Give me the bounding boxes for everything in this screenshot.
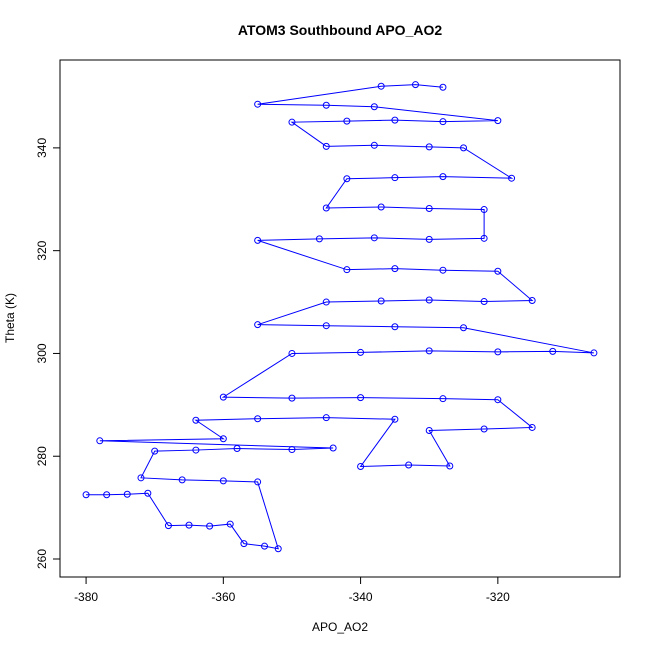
data-point [391, 116, 399, 124]
data-point [446, 462, 454, 470]
data-point [377, 82, 385, 90]
data-point [322, 204, 330, 212]
data-point [151, 447, 159, 455]
x-tick-label: -320 [486, 590, 510, 604]
y-tick-label: 260 [35, 549, 49, 569]
data-point [322, 142, 330, 150]
data-point [288, 118, 296, 126]
data-point [329, 444, 337, 452]
data-point [439, 395, 447, 403]
data-point [528, 423, 536, 431]
data-point [233, 445, 241, 453]
data-point [405, 461, 413, 469]
data-point [494, 348, 502, 356]
x-tick-label: -380 [74, 590, 98, 604]
data-point [219, 435, 227, 443]
data-point [411, 81, 419, 89]
data-line [86, 84, 595, 550]
x-tick-label: -360 [211, 590, 235, 604]
data-point [391, 415, 399, 423]
data-point [192, 446, 200, 454]
data-point [254, 415, 262, 423]
data-point [370, 103, 378, 111]
data-point [439, 173, 447, 181]
data-point [343, 117, 351, 125]
data-point [254, 321, 262, 329]
data-point [343, 266, 351, 274]
data-point [261, 542, 269, 550]
data-point [460, 144, 468, 152]
data-point [254, 100, 262, 108]
data-point [439, 118, 447, 126]
data-point [494, 396, 502, 404]
data-point [288, 349, 296, 357]
x-tick-label: -340 [349, 590, 373, 604]
data-point [370, 141, 378, 149]
data-point [494, 267, 502, 275]
data-point [322, 298, 330, 306]
data-point [206, 522, 214, 530]
y-tick-label: 340 [35, 138, 49, 158]
data-point [226, 520, 234, 528]
data-point [103, 491, 111, 499]
data-point [377, 203, 385, 211]
y-tick-label: 320 [35, 240, 49, 260]
data-point [508, 174, 516, 182]
data-point [549, 347, 557, 355]
data-point [480, 425, 488, 433]
data-point [391, 174, 399, 182]
data-point [480, 234, 488, 242]
data-point [391, 265, 399, 273]
data-point [137, 474, 145, 482]
data-point [528, 297, 536, 305]
data-point [274, 545, 282, 553]
x-axis-label: APO_AO2 [312, 620, 368, 634]
data-point [494, 117, 502, 125]
y-axis-label: Theta (K) [3, 293, 17, 343]
data-point [123, 490, 131, 498]
data-point [185, 521, 193, 529]
data-point [82, 491, 90, 499]
data-point [370, 234, 378, 242]
data-point [425, 205, 433, 213]
data-point [96, 437, 104, 445]
data-point [288, 446, 296, 454]
data-point [192, 416, 200, 424]
data-point [164, 522, 172, 530]
data-point [391, 323, 399, 331]
data-point [425, 235, 433, 243]
chart-title: ATOM3 Southbound APO_AO2 [238, 22, 443, 38]
data-point [254, 478, 262, 486]
data-point [240, 540, 248, 548]
y-tick-label: 280 [35, 446, 49, 466]
data-point [178, 476, 186, 484]
data-point [322, 322, 330, 330]
data-point [480, 206, 488, 214]
plot-frame [59, 59, 621, 578]
data-point [315, 235, 323, 243]
data-point [480, 298, 488, 306]
data-point [590, 349, 598, 357]
data-point [460, 324, 468, 332]
data-point [357, 463, 365, 471]
data-point [219, 477, 227, 485]
data-point [425, 296, 433, 304]
data-point [439, 266, 447, 274]
data-point [439, 83, 447, 91]
data-point [322, 414, 330, 422]
data-point [425, 143, 433, 151]
data-point [288, 394, 296, 402]
data-point [343, 175, 351, 183]
data-point [219, 393, 227, 401]
data-point [322, 101, 330, 109]
data-point [425, 347, 433, 355]
data-point [357, 394, 365, 402]
data-point [377, 297, 385, 305]
data-point [144, 489, 152, 497]
y-tick-label: 300 [35, 343, 49, 363]
data-point [357, 348, 365, 356]
data-point [425, 427, 433, 435]
data-point [254, 236, 262, 244]
